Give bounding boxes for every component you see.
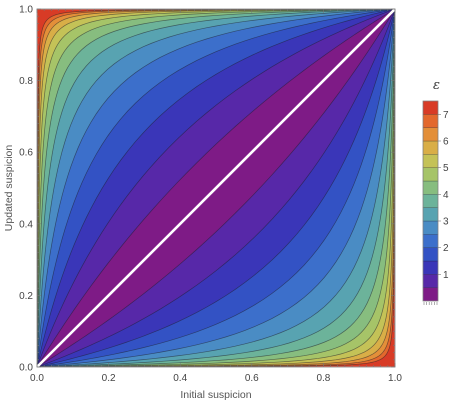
x-axis: 0.0 0.2 0.4 0.6 0.8 1.0 [30,9,402,384]
colorbar-swatch [422,127,439,142]
diagonal-line [36,8,396,368]
colorbar-swatch [422,247,439,262]
colorbar-frame [422,100,439,302]
colorbar-tick-label: 2 [443,243,449,254]
colorbar-swatch [422,287,439,302]
colorbar-swatch [422,140,439,155]
colorbar-tick-label: 5 [443,163,449,174]
colorbar-swatch [422,114,439,128]
x-tick-label: 0.8 [316,373,330,384]
colorbar-tick-label: 6 [443,137,449,148]
colorbar-tick-label: 7 [443,110,449,121]
x-tick-label: 0.4 [173,373,187,384]
y-tick-label: 0.0 [19,363,33,374]
colorbar-swatch [422,234,439,248]
colorbar-title: ε [433,78,440,93]
y-axis-title: Updated suspicion [3,145,15,232]
colorbar-swatch [422,220,439,235]
colorbar-tick-label: 4 [443,190,449,201]
x-tick-label: 0.6 [245,373,259,384]
colorbar-swatch [422,167,439,182]
x-tick-label: 0.2 [102,373,116,384]
y-tick-label: 0.2 [19,291,33,302]
colorbar: ε 1 2 3 4 5 6 7 [422,78,449,305]
y-tick-label: 0.4 [19,219,33,230]
x-axis-title: Initial suspicion [180,389,251,401]
colorbar-swatch [422,100,439,115]
colorbar-swatch [422,274,439,288]
y-tick-label: 0.8 [19,76,33,87]
y-axis: 0.0 0.2 0.4 0.6 0.8 1.0 [19,5,395,374]
x-tick-label: 0.0 [30,373,44,384]
colorbar-tick-label: 3 [443,217,449,228]
x-tick-label: 1.0 [388,373,402,384]
colorbar-swatch [422,207,439,222]
y-tick-label: 0.6 [19,148,33,159]
plot-area [36,8,396,368]
y-tick-label: 1.0 [19,5,33,16]
colorbar-swatch [422,180,439,195]
colorbar-swatch [422,154,439,168]
colorbar-swatch [422,260,439,275]
colorbar-swatch [422,194,439,208]
colorbar-tick-label: 1 [443,270,449,281]
